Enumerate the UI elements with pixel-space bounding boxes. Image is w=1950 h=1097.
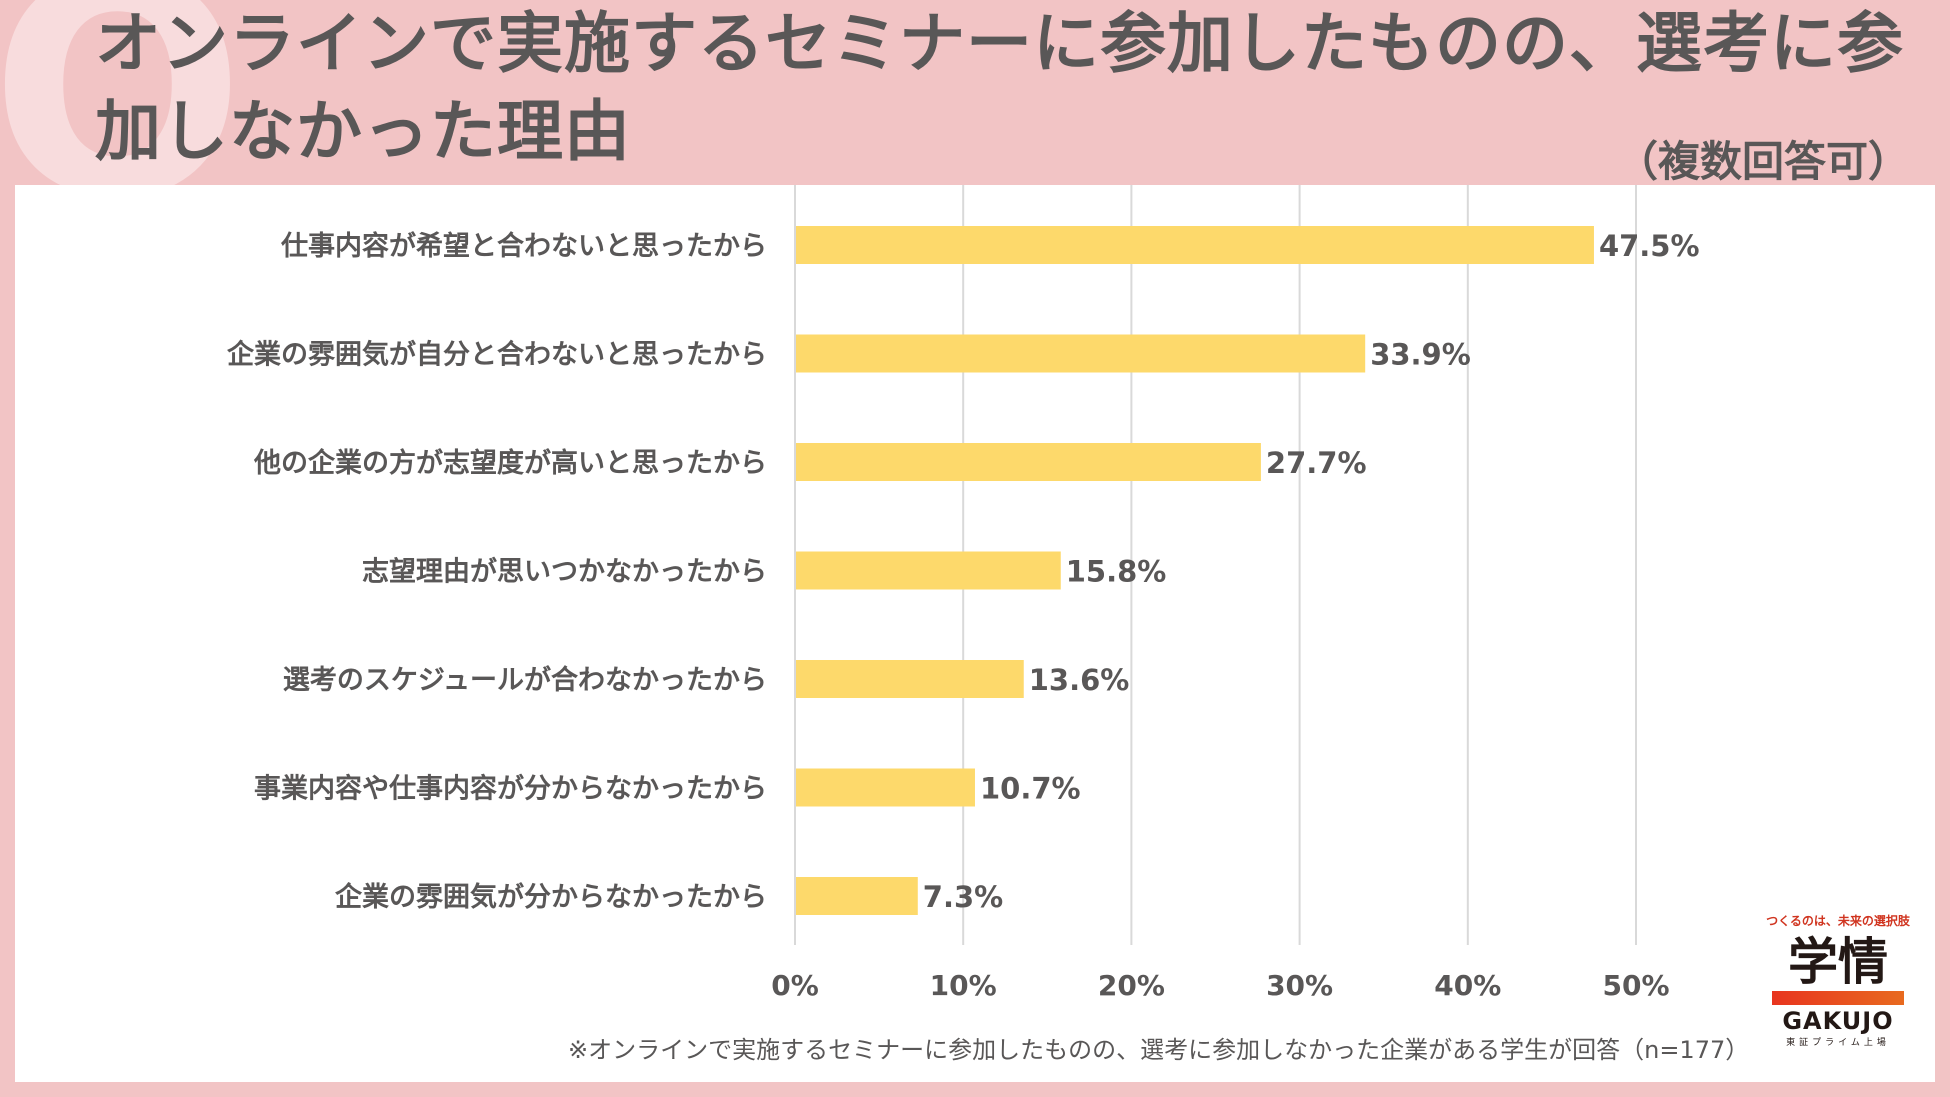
logo-listing: 東証プライム上場 (1786, 1038, 1890, 1048)
value-label: 33.9% (1370, 338, 1471, 372)
category-label: 他の企業の方が志望度が高いと思ったから (253, 447, 767, 479)
x-tick-label: 0% (771, 969, 819, 1002)
category-label: 事業内容や仕事内容が分からなかったから (254, 773, 767, 805)
category-label: 選考のスケジュールが合わなかったから (283, 664, 767, 696)
logo-kanji: 学情 (1788, 933, 1888, 991)
category-label: 仕事内容が希望と合わないと思ったから (280, 230, 767, 262)
bar (796, 551, 1061, 590)
x-tick-label: 50% (1602, 969, 1669, 1002)
gakujo-logo: つくるのは、未来の選択肢 学情 GAKUJO 東証プライム上場 (1758, 912, 1918, 1072)
x-tick-label: 40% (1434, 969, 1501, 1002)
bar (796, 334, 1366, 373)
logo-bar (1772, 991, 1904, 1005)
chart-panel: 0% 10% 20% 30% 40% 50% 仕事内容が希望と合わないと思ったから 47.5%… (15, 185, 1935, 1082)
x-tick-label: 20% (1098, 969, 1165, 1002)
value-label: 7.3% (923, 880, 1003, 914)
footnote: ※オンラインで実施するセミナーに参加したものの、選考に参加しなかった企業がある学… (568, 1036, 1750, 1064)
x-tick-label: 10% (930, 969, 997, 1002)
value-label: 15.8% (1066, 555, 1167, 589)
category-label: 企業の雰囲気が自分と合わないと思ったから (227, 339, 767, 371)
value-label: 10.7% (980, 772, 1081, 806)
value-label: 27.7% (1266, 446, 1367, 480)
category-label: 企業の雰囲気が分からなかったから (335, 881, 767, 913)
logo-tagline: つくるのは、未来の選択肢 (1766, 914, 1910, 928)
page-subtitle: （複数回答可） (1615, 137, 1910, 186)
value-label: 47.5% (1599, 229, 1700, 263)
page-title: オンラインで実施するセミナーに参加したものの、選考に参加しなかった理由 (95, 5, 1904, 170)
bar-chart: 0% 10% 20% 30% 40% 50% 仕事内容が希望と合わないと思ったから 47.5%… (227, 185, 1700, 1002)
bar (796, 877, 918, 915)
value-label: 13.6% (1029, 663, 1130, 697)
bar (796, 768, 975, 807)
x-tick-label: 30% (1266, 969, 1333, 1002)
logo-roman: GAKUJO (1782, 1007, 1894, 1035)
bar (796, 660, 1024, 698)
category-label: 志望理由が思いつかなかったから (362, 556, 767, 588)
bar (796, 443, 1261, 481)
bar (796, 226, 1594, 264)
